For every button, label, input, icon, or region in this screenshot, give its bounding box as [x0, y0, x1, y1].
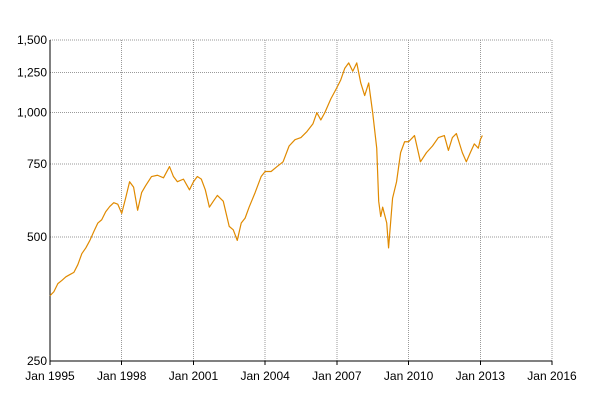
y-tick-label: 250	[27, 354, 47, 368]
x-tick-label: Jan 2001	[169, 369, 219, 383]
x-tick-label: Jan 2004	[240, 369, 290, 383]
y-tick-label: 1,500	[17, 33, 47, 47]
x-tick-label: Jan 2016	[527, 369, 577, 383]
y-tick-label: 500	[27, 230, 47, 244]
x-tick-label: Jan 1998	[97, 369, 147, 383]
x-tick-label: Jan 2013	[456, 369, 506, 383]
y-tick-label: 750	[27, 157, 47, 171]
y-tick-label: 1,000	[17, 106, 47, 120]
x-tick-label: Jan 2010	[384, 369, 434, 383]
x-tick-label: Jan 2007	[312, 369, 362, 383]
x-tick-label: Jan 1995	[25, 369, 75, 383]
y-tick-label: 1,250	[17, 66, 47, 80]
series-line	[49, 62, 483, 297]
